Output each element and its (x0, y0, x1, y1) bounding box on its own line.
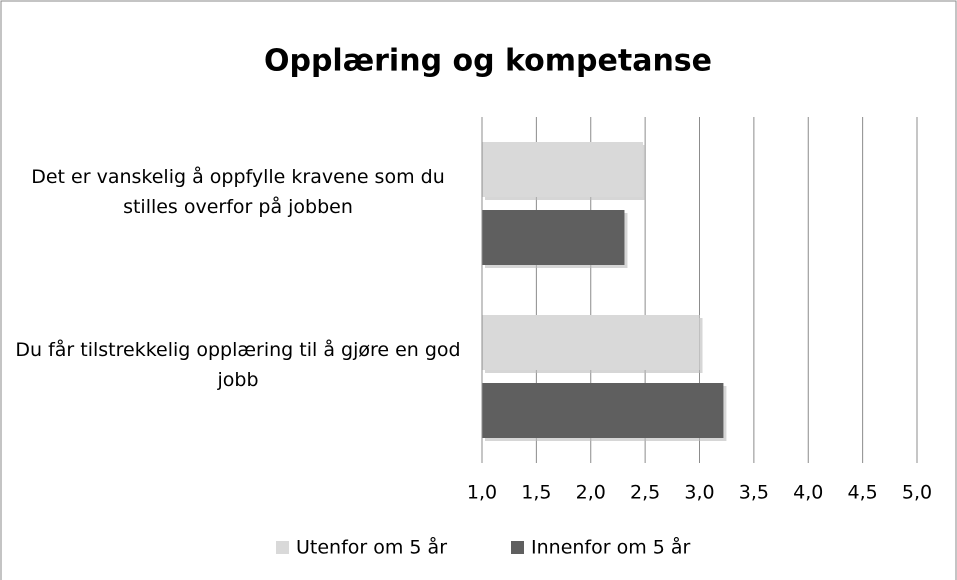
legend-label: Utenfor om 5 år (296, 536, 447, 559)
bar (482, 210, 625, 265)
legend-swatch (276, 541, 289, 554)
x-tick-label: 3,5 (739, 482, 769, 504)
y-tick-label: Du får tilstrekkelig opplæring til å gjø… (15, 338, 461, 391)
chart-title: Opplæring og kompetanse (264, 44, 712, 79)
bar (482, 142, 643, 197)
x-tick-label: 1,0 (467, 482, 497, 504)
x-tick-label: 1,5 (521, 482, 551, 504)
x-tick-label: 3,0 (684, 482, 714, 504)
legend-label: Innenfor om 5 år (531, 536, 691, 559)
bar (482, 383, 724, 438)
bar (482, 315, 700, 370)
x-tick-label: 5,0 (902, 482, 932, 504)
y-tick-label: Det er vanskelig å oppfylle kravene som … (31, 165, 445, 218)
x-tick-label: 4,0 (793, 482, 823, 504)
x-tick-label: 4,5 (848, 482, 878, 504)
legend-swatch (511, 541, 524, 554)
x-tick-label: 2,5 (630, 482, 660, 504)
x-tick-label: 2,0 (576, 482, 606, 504)
